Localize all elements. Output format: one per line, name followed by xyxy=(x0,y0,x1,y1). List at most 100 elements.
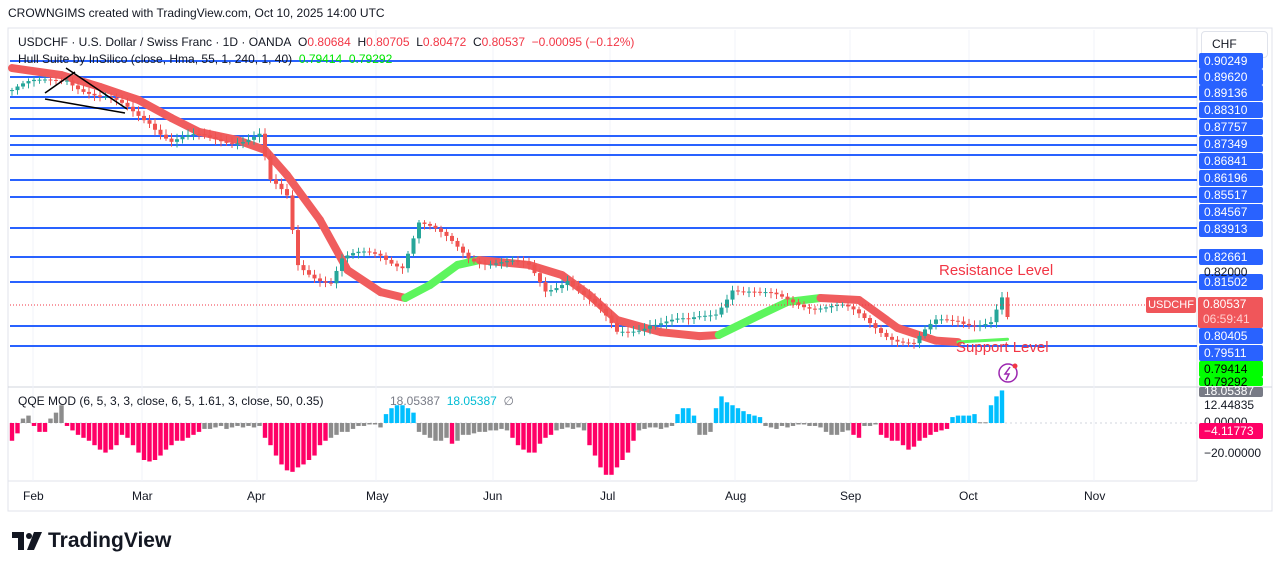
qqe-bar xyxy=(977,422,983,424)
qqe-bar xyxy=(757,417,763,423)
qqe-bar xyxy=(136,423,141,453)
qqe-bar xyxy=(31,423,37,426)
tradingview-logo[interactable]: TradingView xyxy=(12,529,171,553)
level-price-label: 0.86841 xyxy=(1199,153,1263,169)
candle xyxy=(928,323,933,330)
qqe-bar xyxy=(207,423,213,429)
qqe-bar xyxy=(851,423,856,435)
chart-frame xyxy=(7,27,1273,512)
qqe-bar xyxy=(59,405,64,423)
qqe-bar xyxy=(653,423,658,428)
candle xyxy=(219,139,223,142)
candle xyxy=(37,79,42,81)
candle xyxy=(362,251,366,253)
candle xyxy=(681,318,685,320)
candle xyxy=(565,280,570,286)
qqe-bar xyxy=(515,423,521,446)
candle xyxy=(213,137,218,140)
lightning-icon[interactable] xyxy=(998,363,1018,383)
qqe-bar xyxy=(268,423,273,446)
qqe-bar xyxy=(152,423,158,460)
qqe-bar xyxy=(433,423,438,441)
candle xyxy=(807,307,812,309)
candle xyxy=(241,142,245,144)
candle xyxy=(917,335,922,344)
qqe-bar xyxy=(504,423,510,431)
qqe-legend[interactable]: QQE MOD (6, 5, 3, 3, close, 6, 5, 1.61, … xyxy=(18,394,323,408)
qqe-bar xyxy=(752,415,757,423)
trendline-drawings[interactable] xyxy=(44,67,128,114)
candle xyxy=(32,79,36,82)
qqe-bar xyxy=(493,423,499,431)
support-annotation[interactable]: Support Level xyxy=(956,339,1049,356)
candle xyxy=(389,259,394,264)
candle xyxy=(642,328,647,331)
qqe-bar xyxy=(862,423,867,426)
candle xyxy=(158,129,163,135)
qqe-bar xyxy=(526,423,532,453)
hull-segment xyxy=(657,328,704,341)
change-value: −0.00095 (−0.12%) xyxy=(531,35,635,49)
qqe-values: 18.05387 18.05387 ∅ xyxy=(390,394,514,408)
candle xyxy=(593,298,597,304)
resistance-annotation[interactable]: Resistance Level xyxy=(939,262,1054,279)
level-price-label: 0.85517 xyxy=(1199,187,1263,203)
month-label: Nov xyxy=(1084,489,1106,503)
candle xyxy=(675,318,680,320)
candle xyxy=(835,304,839,307)
tradingview-logo-icon xyxy=(12,532,42,550)
candle xyxy=(692,317,696,320)
candle xyxy=(785,296,790,300)
qqe-bar xyxy=(845,423,851,431)
hull-segment xyxy=(956,337,1009,344)
hull-value-2: 0.79292 xyxy=(348,52,393,66)
symbol-price-tag: USDCHF xyxy=(1146,297,1196,313)
qqe-bar xyxy=(807,423,812,426)
qqe-bar xyxy=(196,423,202,432)
qqe-tick-label: −20.00000 xyxy=(1204,446,1262,460)
qqe-bar xyxy=(163,423,169,450)
candle xyxy=(472,258,476,262)
qqe-bar xyxy=(26,415,31,423)
month-label: Jun xyxy=(483,489,503,503)
candle xyxy=(450,235,454,241)
candle xyxy=(373,252,377,254)
qqe-bar xyxy=(543,423,548,438)
candle xyxy=(615,323,619,332)
qqe-bar xyxy=(510,423,515,438)
candle xyxy=(274,179,278,184)
hull-segment xyxy=(475,256,533,269)
candle xyxy=(934,319,938,324)
candle xyxy=(142,115,146,121)
month-label: Jul xyxy=(600,489,616,503)
qqe-bar xyxy=(746,414,752,423)
qqe-bar xyxy=(273,423,279,456)
candle xyxy=(131,106,135,112)
qqe-bar xyxy=(147,423,152,462)
qqe-bar xyxy=(779,423,785,426)
candle xyxy=(703,315,707,317)
candle xyxy=(312,274,317,279)
candle xyxy=(879,328,883,333)
qqe-bar xyxy=(812,423,818,426)
candle xyxy=(395,263,399,267)
hull-segment xyxy=(426,260,462,289)
candle xyxy=(862,313,867,319)
candle xyxy=(301,265,306,271)
qqe-bar xyxy=(928,423,933,435)
candle xyxy=(978,325,982,327)
month-label: Sep xyxy=(840,489,862,503)
candle xyxy=(945,319,949,321)
symbol-legend[interactable]: USDCHF · U.S. Dollar / Swiss Franc · 1D … xyxy=(18,35,634,49)
hull-legend[interactable]: Hull Suite by InSilico (close, Hma, 55, … xyxy=(18,52,392,66)
qqe-bar xyxy=(257,423,262,426)
candle xyxy=(626,331,630,333)
candle xyxy=(664,321,669,324)
qqe-bar xyxy=(284,423,290,471)
candle xyxy=(697,316,702,318)
qqe-bar xyxy=(730,405,735,423)
level-price-label: 0.83913 xyxy=(1199,221,1263,237)
candle xyxy=(164,134,168,139)
month-label: Mar xyxy=(132,489,153,503)
